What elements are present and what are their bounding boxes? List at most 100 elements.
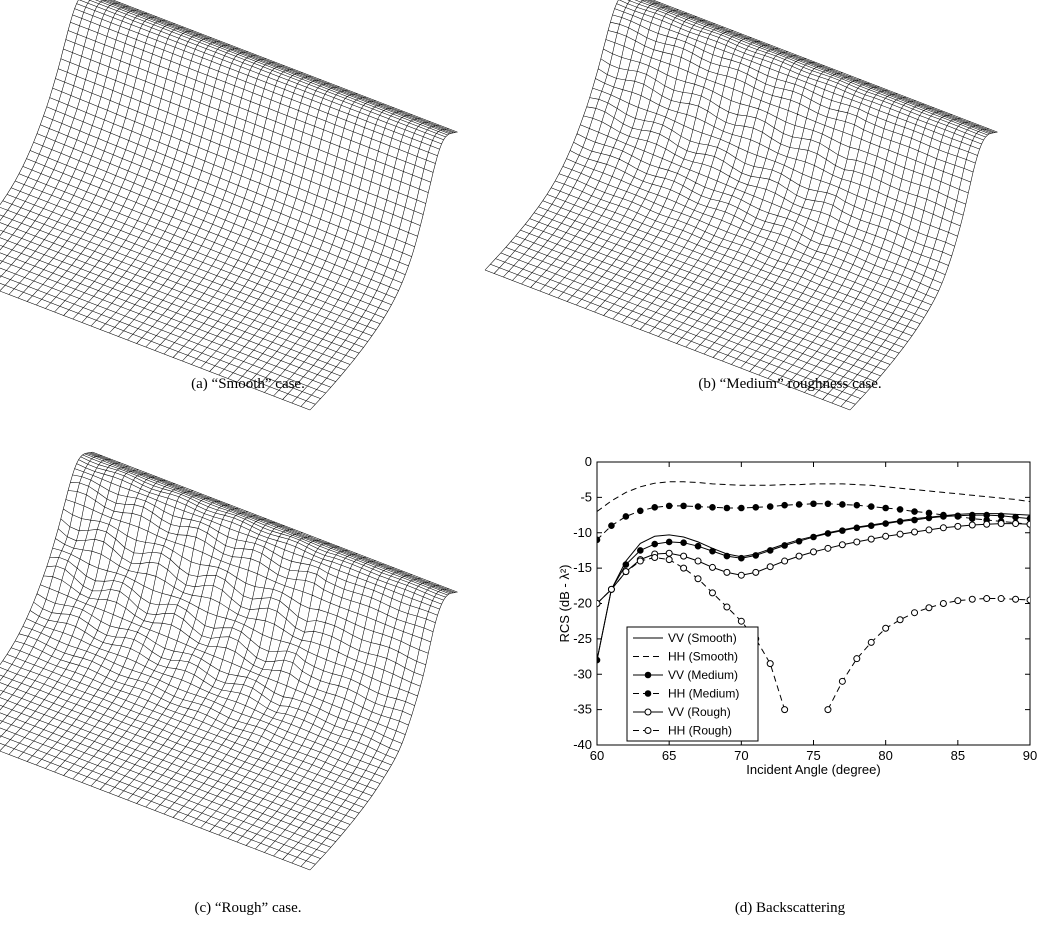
- point-marker: [597, 536, 601, 544]
- point-marker: [752, 568, 760, 576]
- point-marker: [954, 597, 962, 605]
- point-marker: [795, 537, 803, 545]
- point-marker: [795, 501, 803, 508]
- point-marker: [766, 660, 774, 668]
- y-tick-label: -10: [573, 525, 592, 540]
- point-marker: [997, 512, 1005, 520]
- plot-area: [597, 481, 1030, 714]
- point-marker: [622, 561, 630, 568]
- point-marker: [781, 557, 789, 565]
- point-marker: [925, 604, 933, 612]
- point-marker: [867, 522, 875, 529]
- point-marker: [752, 552, 760, 559]
- point-marker: [983, 520, 991, 528]
- point-marker: [622, 513, 630, 520]
- y-tick-label: -15: [573, 560, 592, 575]
- point-marker: [737, 571, 745, 579]
- point-marker: [824, 544, 832, 552]
- point-marker: [694, 542, 702, 550]
- series-line: [597, 481, 1030, 512]
- point-marker: [997, 520, 1005, 528]
- x-tick-label: 65: [662, 748, 676, 763]
- legend-label: HH (Medium): [668, 687, 739, 701]
- point-marker: [839, 501, 846, 508]
- point-marker: [651, 540, 659, 548]
- point-marker: [651, 554, 659, 562]
- point-marker: [694, 575, 702, 583]
- point-marker: [752, 503, 760, 511]
- point-marker: [708, 563, 716, 571]
- point-marker: [882, 624, 890, 632]
- caption: (d) Backscattering: [735, 900, 846, 916]
- point-marker: [766, 563, 774, 571]
- point-marker: [644, 671, 652, 679]
- legend-label: VV (Medium): [668, 668, 738, 682]
- point-marker: [838, 677, 846, 685]
- point-marker: [738, 504, 745, 512]
- point-marker: [1012, 595, 1020, 603]
- point-marker: [896, 616, 904, 624]
- point-marker: [867, 638, 875, 646]
- point-marker: [968, 595, 976, 603]
- point-marker: [665, 502, 673, 510]
- point-marker: [1026, 596, 1030, 604]
- legend-label: HH (Smooth): [668, 650, 738, 664]
- point-marker: [680, 502, 687, 510]
- point-marker: [680, 539, 687, 546]
- point-marker: [896, 506, 904, 513]
- x-axis-label: Incident Angle (degree): [746, 762, 880, 777]
- x-tick-label: 70: [734, 748, 748, 763]
- point-marker: [637, 507, 644, 515]
- point-marker: [882, 520, 889, 527]
- point-marker: [853, 655, 861, 663]
- point-marker: [1012, 520, 1020, 528]
- point-marker: [824, 530, 832, 537]
- point-marker: [853, 501, 861, 509]
- x-tick-label: 60: [590, 748, 604, 763]
- x-tick-label: 85: [951, 748, 965, 763]
- point-marker: [939, 524, 947, 532]
- point-marker: [781, 706, 789, 714]
- point-marker: [911, 516, 918, 524]
- point-marker: [665, 556, 673, 564]
- point-marker: [597, 656, 601, 664]
- point-marker: [853, 524, 861, 532]
- legend-label: HH (Rough): [668, 724, 732, 738]
- point-marker: [708, 589, 716, 597]
- point-marker: [925, 509, 933, 517]
- caption: (a) “Smooth” case.: [191, 376, 305, 392]
- caption: (c) “Rough” case.: [194, 900, 301, 916]
- y-tick-label: -5: [580, 489, 592, 504]
- point-marker: [766, 547, 774, 554]
- point-marker: [781, 542, 788, 549]
- point-marker: [694, 557, 702, 565]
- point-marker: [867, 535, 875, 543]
- x-tick-label: 90: [1023, 748, 1037, 763]
- point-marker: [622, 568, 630, 576]
- point-marker: [766, 503, 774, 510]
- point-marker: [665, 549, 673, 557]
- point-marker: [636, 557, 644, 565]
- point-marker: [597, 600, 601, 607]
- point-marker: [607, 585, 615, 593]
- point-marker: [853, 538, 861, 546]
- legend-box: [626, 626, 759, 742]
- mesh-wireframe: [0, 451, 458, 871]
- mesh-wireframe: [484, 0, 998, 411]
- point-marker: [709, 503, 716, 511]
- caption: (b) “Medium” roughness case.: [698, 376, 881, 392]
- point-marker: [737, 617, 745, 625]
- legend-label: VV (Smooth): [668, 631, 737, 645]
- point-marker: [651, 503, 659, 511]
- point-marker: [997, 595, 1005, 603]
- point-marker: [896, 530, 904, 538]
- point-marker: [824, 706, 832, 714]
- point-marker: [1012, 513, 1019, 521]
- point-marker: [608, 522, 615, 529]
- y-tick-label: -30: [573, 666, 592, 681]
- mesh-wireframe: [0, 0, 458, 411]
- point-marker: [795, 552, 803, 560]
- point-marker: [680, 552, 688, 560]
- point-marker: [911, 528, 919, 536]
- point-marker: [1026, 520, 1030, 528]
